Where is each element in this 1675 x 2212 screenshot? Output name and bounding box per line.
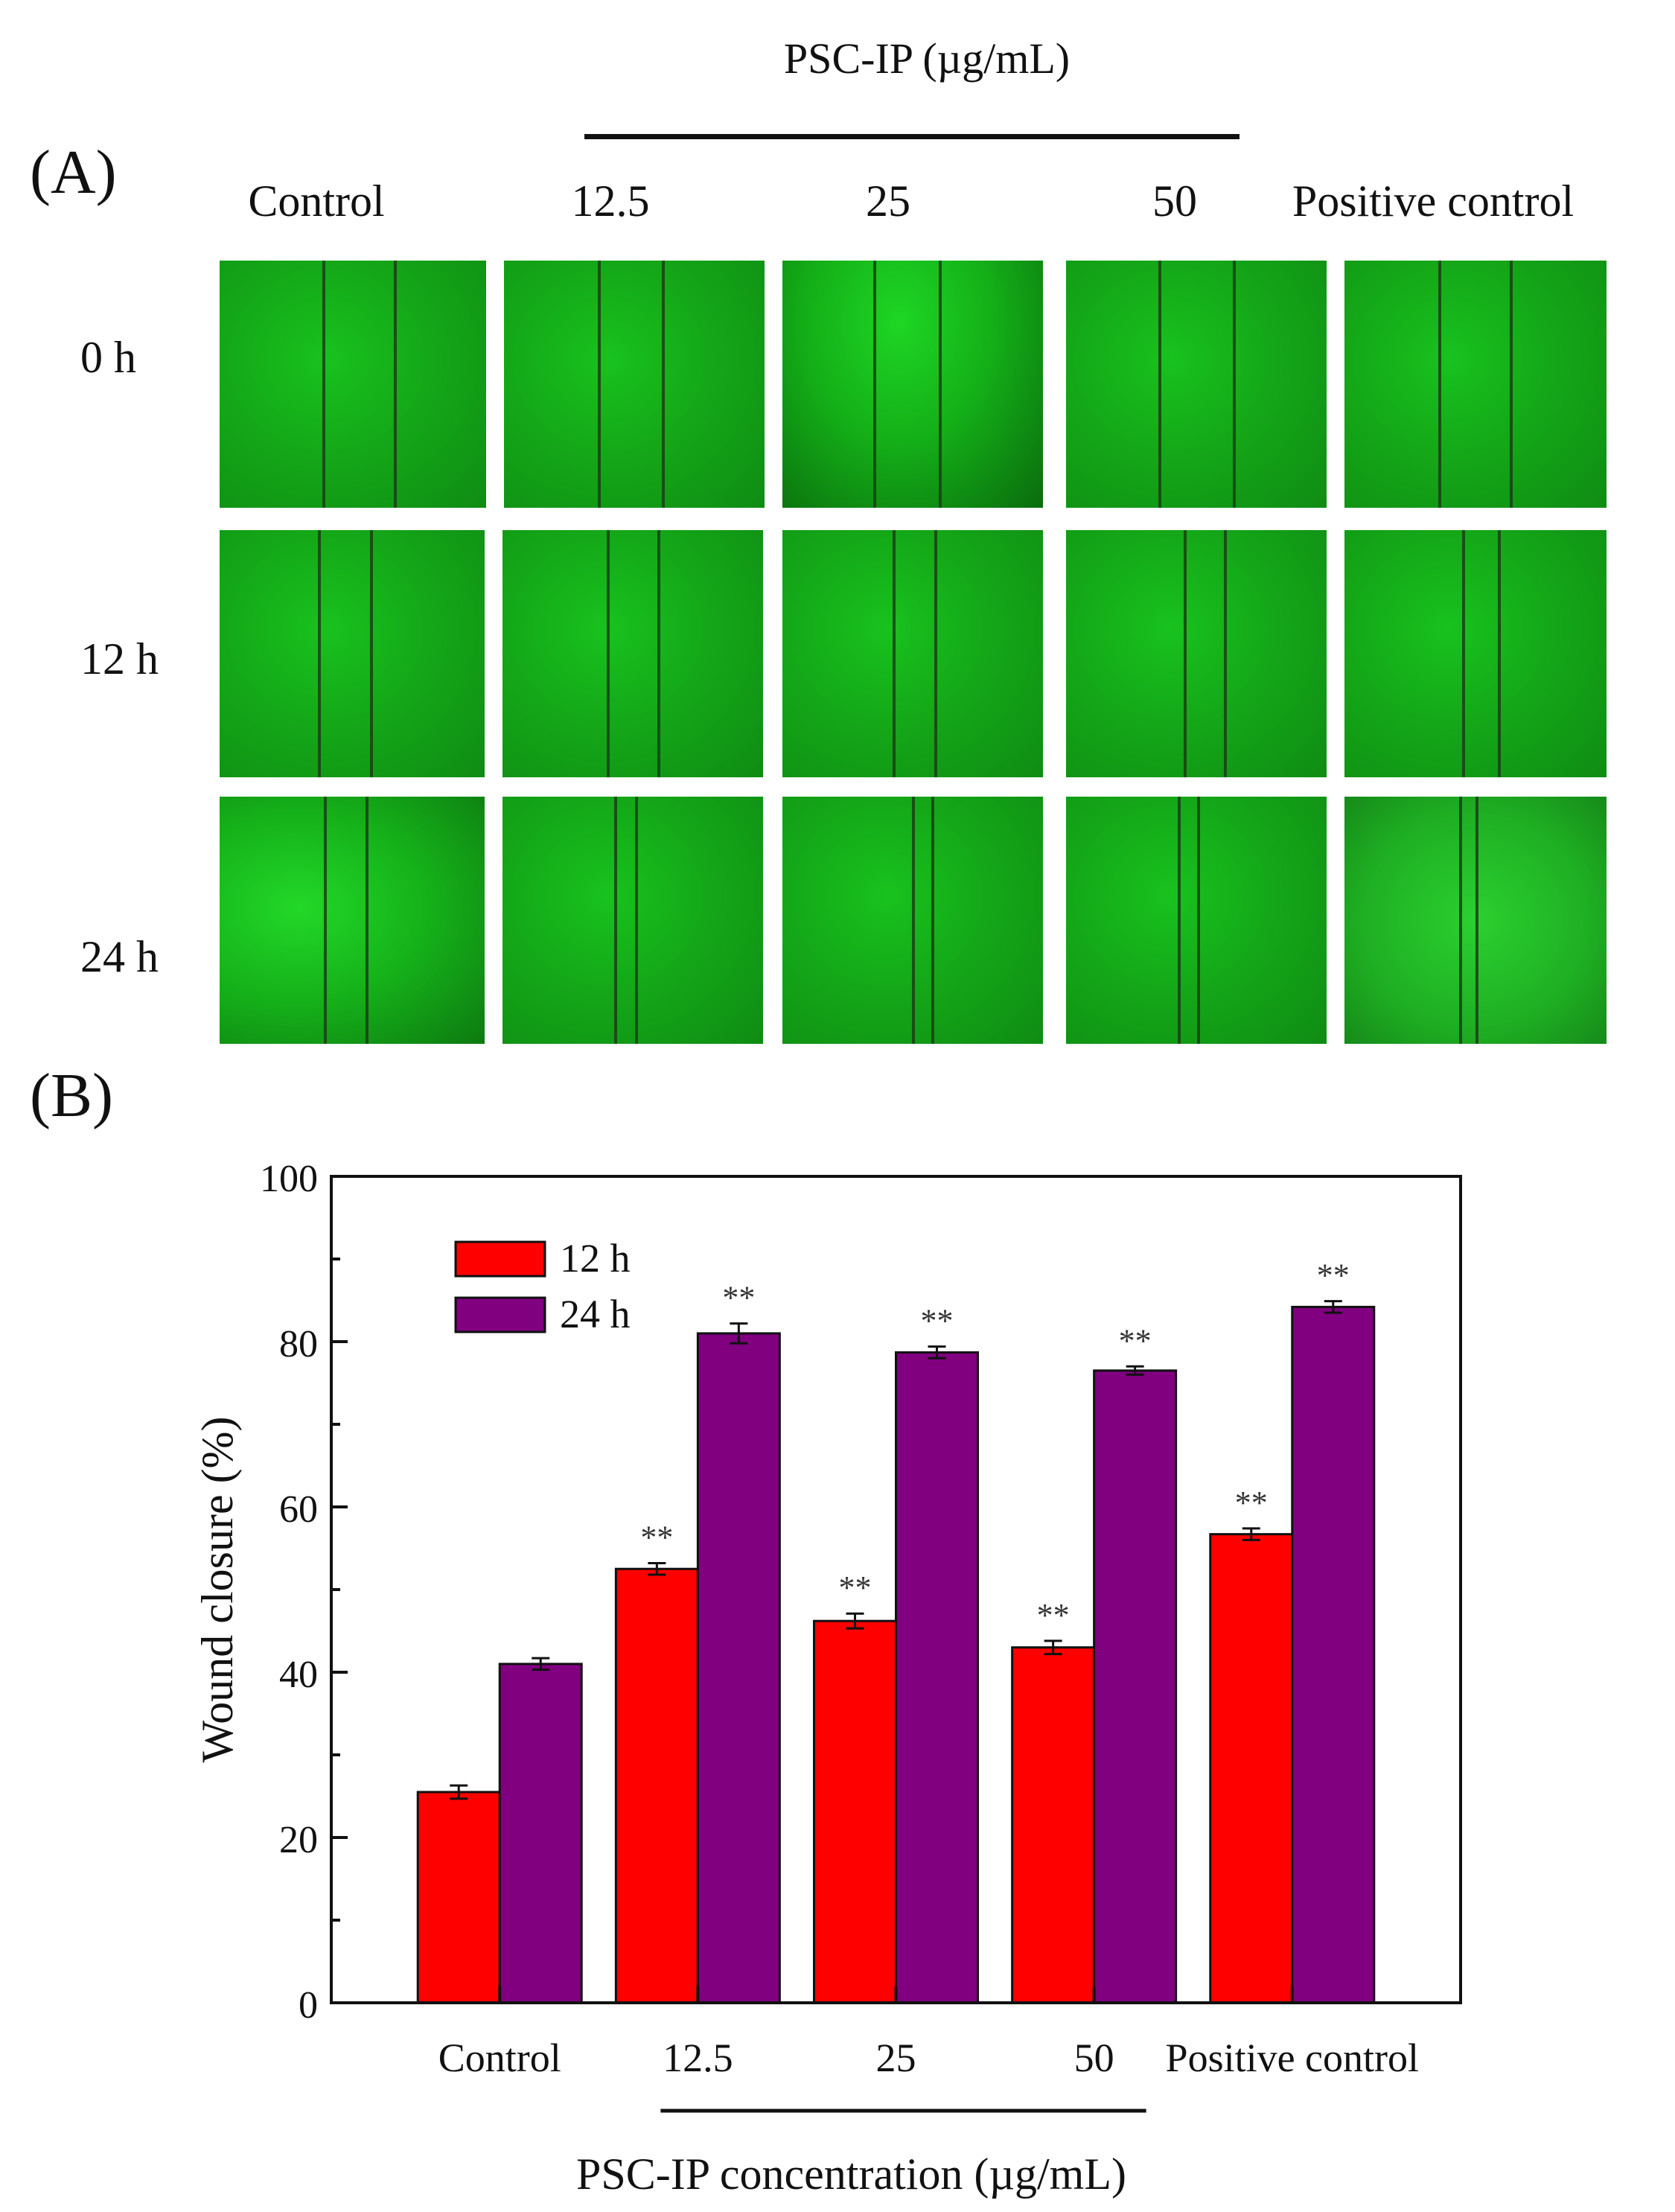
y-tick-label: 0	[299, 1984, 318, 2027]
micrograph-12-5-24h	[502, 797, 763, 1044]
y-tick-label: 20	[279, 1819, 318, 1861]
panel-b-label: (B)	[30, 1061, 113, 1130]
bar-12h-2	[813, 1619, 897, 2004]
micrograph-12-5-12h	[502, 530, 763, 777]
legend-swatch-24h	[454, 1296, 546, 1333]
micrograph-25-12h	[782, 530, 1043, 777]
significance-mark: **	[1317, 1258, 1350, 1294]
micrograph-25-24h	[782, 797, 1043, 1044]
bar-24h-4	[1291, 1305, 1376, 2004]
significance-mark: **	[1037, 1597, 1070, 1633]
row-label-12h: 12 h	[80, 634, 159, 683]
micrograph-25-0h	[782, 261, 1043, 508]
micrograph-12-5-0h	[504, 261, 765, 508]
significance-mark: **	[839, 1569, 872, 1606]
micrograph-positive-control-12h	[1344, 530, 1607, 777]
y-tick-label: 60	[279, 1488, 318, 1531]
x-tick-label: 25	[876, 2036, 916, 2080]
micrograph-positive-control-0h	[1344, 261, 1607, 508]
column-label-control: Control	[248, 176, 385, 226]
micrograph-control-24h	[220, 797, 485, 1044]
micrograph-control-0h	[220, 261, 486, 508]
y-axis-label: Wound closure (%)	[193, 1416, 242, 1762]
y-tick-label: 40	[279, 1654, 318, 1696]
column-label-positive-control: Positive control	[1292, 176, 1574, 226]
significance-mark: **	[1119, 1322, 1152, 1359]
psc-ip-group-title: PSC-IP (µg/mL)	[783, 34, 1071, 83]
column-label-12-5: 12.5	[571, 176, 650, 226]
legend-label: 24 h	[560, 1292, 631, 1336]
x-tick-label: Positive control	[1166, 2036, 1419, 2080]
x-tick-label: 50	[1074, 2036, 1114, 2080]
bar-12h-0	[416, 1791, 501, 2004]
column-label-50: 50	[1152, 176, 1197, 226]
bar-24h-0	[498, 1663, 583, 2004]
legend-label: 12 h	[560, 1236, 631, 1281]
micrograph-50-24h	[1066, 797, 1327, 1044]
bar-24h-2	[895, 1351, 979, 2004]
bar-24h-1	[696, 1332, 781, 2004]
micrograph-control-12h	[220, 530, 485, 777]
bar-12h-3	[1011, 1646, 1096, 2004]
significance-mark: **	[1235, 1485, 1268, 1521]
legend-swatch-12h	[454, 1240, 546, 1278]
bar-24h-3	[1093, 1369, 1178, 2004]
micrograph-positive-control-24h	[1344, 797, 1607, 1044]
bar-12h-1	[614, 1567, 699, 2004]
micrograph-50-12h	[1066, 530, 1327, 777]
x-tick-label: Control	[438, 2036, 561, 2080]
micrograph-50-0h	[1066, 261, 1327, 508]
column-label-25: 25	[866, 176, 910, 226]
significance-mark: **	[921, 1303, 954, 1339]
panel-a-label: (A)	[30, 138, 117, 207]
row-label-24h: 24 h	[80, 932, 159, 981]
psc-ip-group-rule	[584, 134, 1240, 139]
row-label-0h: 0 h	[80, 333, 136, 382]
y-tick-label: 80	[279, 1323, 318, 1365]
bar-12h-4	[1209, 1533, 1294, 2004]
x-tick-label: 12.5	[663, 2036, 733, 2080]
significance-mark: **	[722, 1280, 755, 1316]
x-axis-label: PSC-IP concentration (µg/mL)	[576, 2149, 1126, 2199]
significance-mark: **	[640, 1519, 673, 1555]
y-tick-label: 100	[260, 1158, 318, 1200]
